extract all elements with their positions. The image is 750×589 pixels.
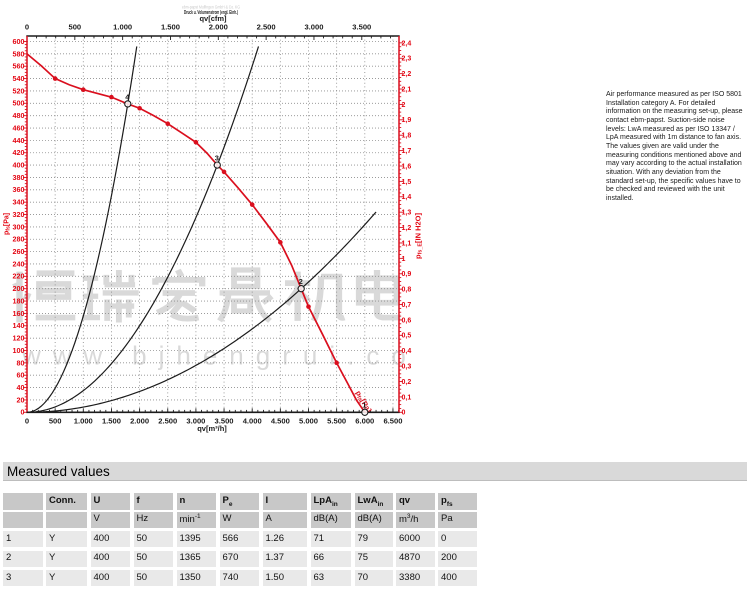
svg-text:2,4: 2,4 xyxy=(402,40,412,47)
svg-text:0,7: 0,7 xyxy=(402,302,412,309)
svg-text:1.500: 1.500 xyxy=(102,417,121,426)
svg-text:2.000: 2.000 xyxy=(209,23,228,32)
svg-text:1,3: 1,3 xyxy=(402,210,412,217)
svg-text:500: 500 xyxy=(13,99,25,108)
svg-text:ebm-papst Mulfingen GmbH & Co.: ebm-papst Mulfingen GmbH & Co. KG xyxy=(182,5,240,10)
svg-text:320: 320 xyxy=(13,210,25,219)
svg-text:6.500: 6.500 xyxy=(383,417,402,426)
svg-text:1.500: 1.500 xyxy=(161,23,180,32)
svg-text:0,5: 0,5 xyxy=(402,333,412,340)
svg-text:1,6: 1,6 xyxy=(402,163,412,170)
svg-text:2,1: 2,1 xyxy=(402,86,412,93)
svg-text:360: 360 xyxy=(13,185,25,194)
svg-text:2.500: 2.500 xyxy=(257,23,276,32)
svg-text:qv[m³/h]: qv[m³/h] xyxy=(197,424,227,433)
svg-text:100: 100 xyxy=(13,346,25,355)
svg-text:1.000: 1.000 xyxy=(74,417,93,426)
svg-text:0: 0 xyxy=(25,23,29,32)
svg-text:3.500: 3.500 xyxy=(352,23,371,32)
svg-text:1,9: 1,9 xyxy=(402,117,412,124)
svg-text:540: 540 xyxy=(13,74,25,83)
svg-text:1,1: 1,1 xyxy=(402,240,412,247)
svg-text:180: 180 xyxy=(13,296,25,305)
svg-text:600: 600 xyxy=(13,37,25,46)
svg-text:1,8: 1,8 xyxy=(402,133,412,140)
svg-text:420: 420 xyxy=(13,148,25,157)
svg-text:qv[cfm]: qv[cfm] xyxy=(199,14,227,23)
svg-text:80: 80 xyxy=(17,358,25,367)
svg-text:2.500: 2.500 xyxy=(158,417,177,426)
svg-text:pfs[Pa]: pfs[Pa] xyxy=(4,213,12,235)
svg-text:0,1: 0,1 xyxy=(402,394,412,401)
svg-text:www.bjhengrui.co: www.bjhengrui.co xyxy=(21,341,418,371)
svg-text:4.500: 4.500 xyxy=(271,417,290,426)
svg-text:3: 3 xyxy=(215,154,219,163)
svg-text:1,2: 1,2 xyxy=(402,225,412,232)
svg-text:1,5: 1,5 xyxy=(402,179,412,186)
svg-text:300: 300 xyxy=(13,222,25,231)
svg-text:2: 2 xyxy=(299,277,303,286)
svg-text:0,8: 0,8 xyxy=(402,287,412,294)
svg-text:3.000: 3.000 xyxy=(304,23,323,32)
svg-text:40: 40 xyxy=(17,383,25,392)
svg-text:1,7: 1,7 xyxy=(402,148,412,155)
svg-text:0,3: 0,3 xyxy=(402,364,412,371)
svg-text:2,2: 2,2 xyxy=(402,71,412,78)
svg-text:580: 580 xyxy=(13,49,25,58)
svg-text:1: 1 xyxy=(402,256,406,263)
svg-text:1,4: 1,4 xyxy=(402,194,412,201)
svg-text:520: 520 xyxy=(13,86,25,95)
svg-text:560: 560 xyxy=(13,62,25,71)
svg-text:160: 160 xyxy=(13,309,25,318)
svg-text:0: 0 xyxy=(21,408,25,417)
svg-text:4: 4 xyxy=(125,92,130,101)
svg-text:460: 460 xyxy=(13,123,25,132)
svg-text:1: 1 xyxy=(362,401,366,410)
svg-text:220: 220 xyxy=(13,272,25,281)
svg-text:200: 200 xyxy=(13,284,25,293)
svg-text:480: 480 xyxy=(13,111,25,120)
svg-text:280: 280 xyxy=(13,235,25,244)
svg-text:20: 20 xyxy=(17,395,25,404)
svg-text:500: 500 xyxy=(68,23,81,32)
svg-text:0: 0 xyxy=(402,410,406,417)
svg-text:0,9: 0,9 xyxy=(402,271,412,278)
svg-text:5.000: 5.000 xyxy=(299,417,318,426)
svg-text:0: 0 xyxy=(25,417,29,426)
svg-text:500: 500 xyxy=(49,417,62,426)
svg-text:6.000: 6.000 xyxy=(355,417,374,426)
svg-text:2,3: 2,3 xyxy=(402,56,412,63)
svg-text:3.000: 3.000 xyxy=(186,417,205,426)
svg-text:400: 400 xyxy=(13,161,25,170)
svg-text:2.000: 2.000 xyxy=(130,417,149,426)
svg-text:0,6: 0,6 xyxy=(402,317,412,324)
svg-text:380: 380 xyxy=(13,173,25,182)
svg-text:4.000: 4.000 xyxy=(243,417,262,426)
svg-text:120: 120 xyxy=(13,334,25,343)
svg-text:340: 340 xyxy=(13,198,25,207)
svg-text:5.500: 5.500 xyxy=(327,417,346,426)
svg-text:1.000: 1.000 xyxy=(113,23,132,32)
svg-text:Druck u. Volumenstrom (engl. E: Druck u. Volumenstrom (engl. Einh.) xyxy=(184,10,238,16)
svg-text:440: 440 xyxy=(13,136,25,145)
svg-text:0,4: 0,4 xyxy=(402,348,412,355)
svg-text:pfs_E[IN H2O]: pfs_E[IN H2O] xyxy=(414,213,424,259)
svg-text:3.500: 3.500 xyxy=(215,417,234,426)
svg-text:240: 240 xyxy=(13,259,25,268)
svg-text:140: 140 xyxy=(13,321,25,330)
svg-text:60: 60 xyxy=(17,371,25,380)
svg-text:260: 260 xyxy=(13,247,25,256)
svg-text:2: 2 xyxy=(402,102,406,109)
svg-text:0,2: 0,2 xyxy=(402,379,412,386)
